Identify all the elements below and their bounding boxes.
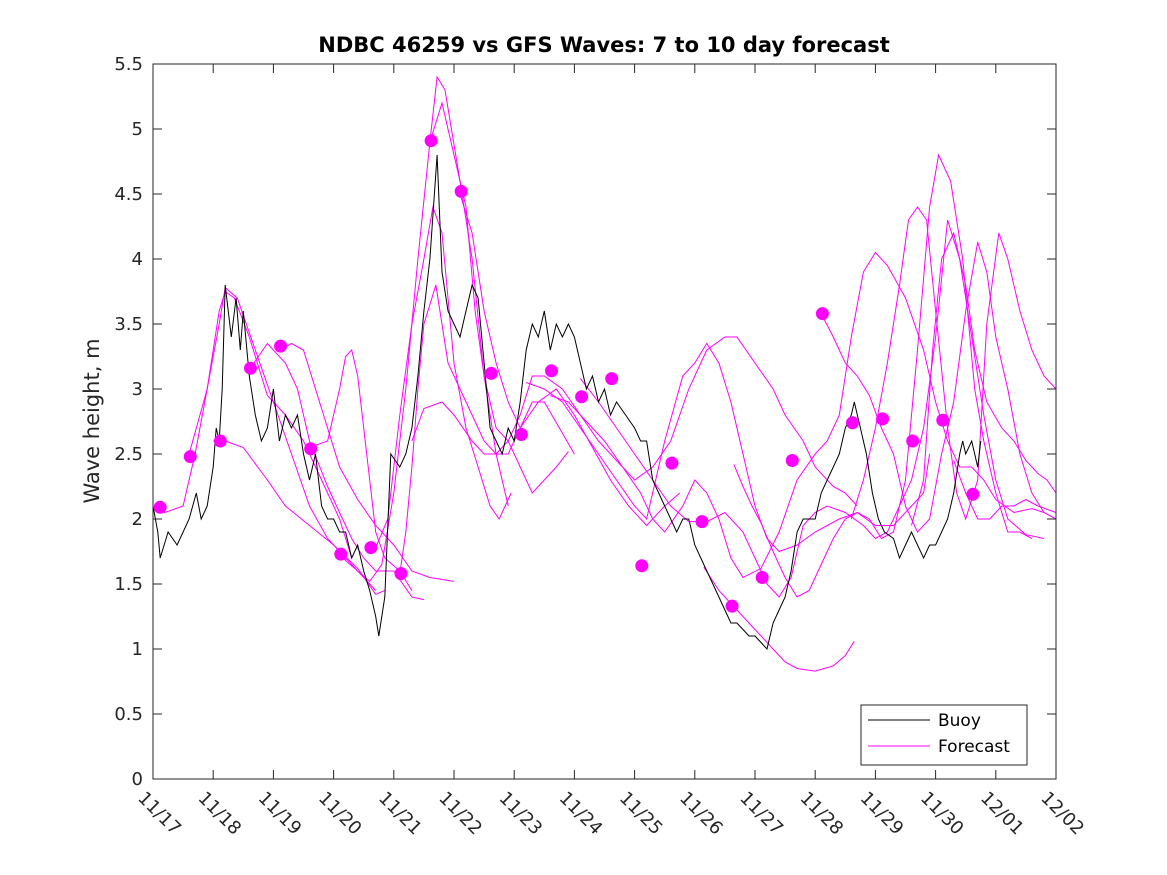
forecast-dot-16 — [635, 559, 649, 573]
forecast-dot-9 — [424, 134, 438, 148]
forecast-dot-20 — [755, 571, 769, 584]
y-tick-label-2: 1 — [132, 639, 143, 660]
y-axis-label: Wave height, m — [80, 338, 104, 503]
forecast-line-12 — [526, 342, 931, 553]
y-tick-label-8: 4 — [132, 249, 143, 270]
forecast-dot-27 — [966, 487, 980, 501]
forecast-dot-8 — [394, 567, 408, 581]
forecast-line-9 — [429, 101, 569, 494]
forecast-dot-5 — [304, 442, 318, 456]
y-tick-label-9: 4.5 — [114, 184, 143, 205]
forecast-dot-15 — [605, 372, 619, 386]
legend-forecast-label: Forecast — [938, 737, 1010, 757]
y-tick-label-0: 0 — [132, 769, 143, 790]
chart-title: NDBC 46259 vs GFS Waves: 7 to 10 day for… — [318, 33, 889, 57]
forecast-line-7 — [375, 205, 512, 548]
forecast-dot-4 — [274, 339, 288, 353]
forecast-line-3 — [248, 342, 425, 601]
forecast-dot-23 — [846, 416, 859, 430]
forecast-dot-19 — [725, 599, 739, 613]
axes-box — [152, 63, 1057, 780]
forecast-dot-26 — [936, 413, 950, 427]
forecast-dot-0 — [153, 500, 167, 514]
forecast-dot-6 — [334, 547, 348, 561]
forecast-dot-10 — [454, 184, 468, 198]
y-tick-labels: 0 0.5 1 1.5 2 2.5 3 3.5 4 4.5 5 5.5 — [114, 54, 143, 790]
forecast-dot-25 — [906, 434, 920, 448]
forecast-dot-18 — [695, 515, 709, 529]
forecast-dot-3 — [244, 361, 257, 375]
plot-area — [153, 64, 1056, 779]
forecast-dot-2 — [213, 434, 227, 448]
forecast-dot-17 — [665, 456, 679, 470]
forecast-line-5 — [309, 348, 413, 591]
forecast-dots-group — [153, 134, 980, 613]
forecast-line-10 — [459, 193, 681, 527]
y-tick-label-7: 3.5 — [114, 314, 143, 335]
forecast-line-13 — [550, 251, 1045, 579]
legend-buoy-label: Buoy — [938, 711, 981, 731]
forecast-line-4 — [279, 342, 455, 582]
forecast-line-8 — [399, 284, 575, 574]
legend: Buoy Forecast — [860, 704, 1028, 766]
forecast-dot-24 — [876, 412, 890, 426]
forecast-dot-21 — [785, 454, 799, 467]
forecast-line-11 — [411, 336, 858, 507]
legend-box — [860, 704, 1028, 766]
forecast-dot-13 — [545, 364, 558, 378]
forecast-line-18 — [850, 206, 1057, 521]
y-tick-label-11: 5.5 — [114, 54, 143, 75]
forecast-dot-14 — [575, 390, 589, 404]
y-tick-label-4: 2 — [132, 509, 143, 530]
forecast-dot-7 — [364, 541, 378, 555]
y-tick-label-1: 0.5 — [114, 704, 143, 725]
y-tick-label-10: 5 — [132, 119, 143, 140]
forecast-dot-11 — [484, 366, 498, 380]
forecast-dot-22 — [815, 307, 829, 321]
forecast-line-0 — [152, 290, 353, 559]
forecast-dot-1 — [183, 450, 197, 464]
axis-ticks — [152, 63, 1057, 780]
y-tick-label-6: 3 — [132, 379, 143, 400]
y-tick-label-5: 2.5 — [114, 444, 143, 465]
forecast-line-19 — [911, 231, 1057, 526]
forecast-dot-12 — [514, 428, 528, 441]
forecast-line-17 — [820, 241, 1057, 533]
y-tick-label-3: 1.5 — [114, 574, 143, 595]
forecast-line-20 — [953, 460, 1057, 520]
